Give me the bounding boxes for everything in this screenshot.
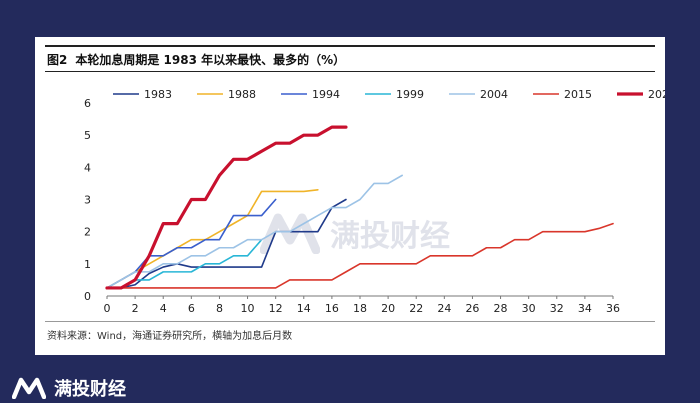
series-line-2015 bbox=[106, 222, 614, 289]
figure-label: 图2 bbox=[47, 52, 68, 67]
y-tick-label: 0 bbox=[84, 290, 91, 303]
series-line-2004 bbox=[106, 174, 403, 289]
watermark-text: 满投财经 bbox=[330, 219, 450, 254]
figure-title: 本轮加息周期是 1983 年以来最快、最多的（%） bbox=[75, 52, 346, 67]
y-tick-label: 3 bbox=[84, 194, 91, 207]
legend-label-2004: 2004 bbox=[480, 88, 508, 101]
x-tick-label: 8 bbox=[216, 302, 223, 315]
series-line-1983 bbox=[106, 198, 347, 289]
x-tick-label: 36 bbox=[606, 302, 620, 315]
legend-label-1999: 1999 bbox=[396, 88, 424, 101]
x-tick-label: 2 bbox=[132, 302, 139, 315]
x-tick-label: 0 bbox=[104, 302, 111, 315]
x-tick-label: 6 bbox=[188, 302, 195, 315]
brand: 满投财经 bbox=[12, 375, 126, 401]
x-tick-label: 32 bbox=[550, 302, 564, 315]
watermark: 满投财经 bbox=[260, 211, 450, 255]
y-tick-label: 2 bbox=[84, 226, 91, 239]
y-tick-label: 4 bbox=[84, 161, 91, 174]
x-tick-label: 14 bbox=[297, 302, 311, 315]
x-tick-label: 4 bbox=[160, 302, 167, 315]
x-tick-label: 28 bbox=[494, 302, 508, 315]
source-divider bbox=[45, 321, 655, 322]
y-tick-label: 6 bbox=[84, 97, 91, 110]
line-chart: 0 2 4 6 8 10 12 14 16 18 20 22 24 26 28 30 32 34 360123456… bbox=[84, 88, 665, 315]
series-line-2022 bbox=[105, 125, 348, 290]
source-note: 资料来源：Wind，海通证券研究所，横轴为加息后月数 bbox=[47, 331, 293, 342]
brand-logo-icon bbox=[12, 377, 46, 399]
x-tick-label: 26 bbox=[465, 302, 479, 315]
x-tick-label: 12 bbox=[269, 302, 283, 315]
series-line-1994 bbox=[106, 198, 277, 289]
watermark-logo-icon bbox=[260, 213, 320, 254]
x-tick-label: 34 bbox=[578, 302, 592, 315]
legend-label-2015: 2015 bbox=[564, 88, 592, 101]
x-tick-label: 22 bbox=[409, 302, 423, 315]
legend-label-1994: 1994 bbox=[312, 88, 340, 101]
brand-text: 满投财经 bbox=[54, 379, 126, 400]
legend-label-1983: 1983 bbox=[144, 88, 172, 101]
x-tick-label: 24 bbox=[437, 302, 451, 315]
x-tick-label: 30 bbox=[522, 302, 536, 315]
series-line-1999 bbox=[106, 238, 263, 289]
figure-title-bar: 图2 本轮加息周期是 1983 年以来最快、最多的（%） bbox=[45, 45, 655, 72]
x-tick-label: 10 bbox=[241, 302, 255, 315]
y-tick-label: 1 bbox=[84, 258, 91, 271]
x-tick-label: 18 bbox=[353, 302, 367, 315]
x-tick-label: 16 bbox=[325, 302, 339, 315]
x-tick-label: 20 bbox=[381, 302, 395, 315]
y-tick-label: 5 bbox=[84, 129, 91, 142]
legend-label-1988: 1988 bbox=[228, 88, 256, 101]
